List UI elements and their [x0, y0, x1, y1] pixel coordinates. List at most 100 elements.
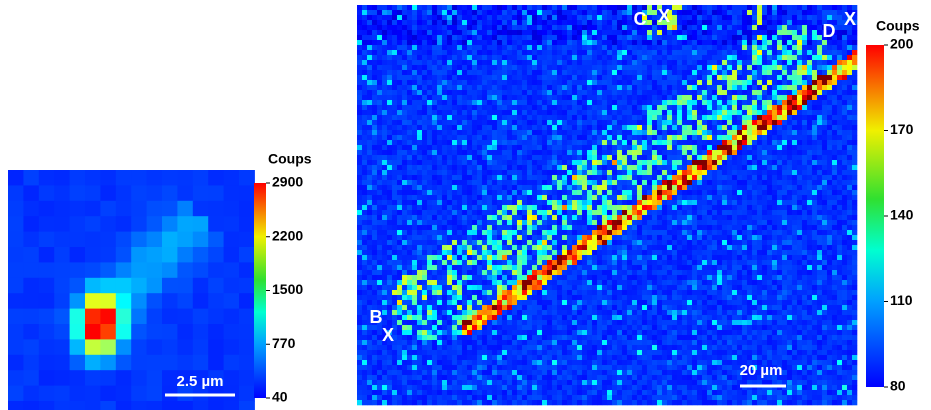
pixel [737, 105, 743, 111]
pixel [532, 40, 538, 46]
pixel [54, 277, 71, 294]
pixel [637, 160, 643, 166]
pixel [692, 145, 698, 151]
pixel [442, 230, 448, 236]
pixel [847, 175, 853, 181]
pixel [572, 175, 578, 181]
pixel [697, 200, 703, 206]
pixel [367, 35, 373, 41]
pixel [146, 324, 163, 340]
pixel [442, 120, 448, 126]
pixel [662, 100, 668, 106]
pixel [752, 225, 758, 231]
pixel [382, 45, 388, 51]
pixel [642, 15, 648, 21]
pixel [642, 100, 648, 106]
pixel [682, 115, 688, 121]
pixel [239, 370, 255, 387]
pixel [537, 30, 543, 36]
pixel [832, 75, 838, 81]
pixel [632, 45, 638, 51]
pixel [512, 75, 518, 81]
pixel [577, 45, 583, 51]
pixel [422, 30, 428, 36]
pixel [472, 105, 478, 111]
pixel [852, 110, 858, 116]
pixel [397, 205, 403, 211]
pixel [842, 55, 848, 61]
pixel [382, 110, 388, 116]
pixel [737, 85, 743, 91]
pixel [452, 55, 458, 61]
pixel [462, 50, 468, 56]
pixel [432, 170, 438, 176]
pixel [552, 125, 558, 131]
pixel [817, 235, 823, 241]
pixel [517, 100, 523, 106]
pixel [582, 170, 588, 176]
pixel [357, 55, 363, 61]
pixel [532, 205, 538, 211]
pixel [782, 135, 788, 141]
pixel [467, 25, 473, 31]
pixel [847, 100, 853, 106]
pixel [512, 30, 518, 36]
pixel [412, 5, 418, 11]
pixel [767, 225, 773, 231]
pixel [482, 105, 488, 111]
pixel [672, 170, 678, 176]
pixel [632, 195, 638, 201]
pixel [612, 50, 618, 56]
pixel [392, 225, 398, 231]
pixel [737, 50, 743, 56]
pixel [637, 60, 643, 66]
pixel [777, 85, 783, 91]
pixel [742, 110, 748, 116]
pixel [682, 125, 688, 131]
pixel [582, 5, 588, 11]
pixel [777, 95, 783, 101]
pixel [772, 75, 778, 81]
pixel [612, 120, 618, 126]
pixel [512, 80, 518, 86]
pixel [462, 165, 468, 171]
pixel [622, 185, 628, 191]
pixel [427, 225, 433, 231]
pixel [587, 130, 593, 136]
pixel [762, 130, 768, 136]
heatmap-right [357, 5, 858, 406]
pixel [647, 195, 653, 201]
pixel [732, 65, 738, 71]
pixel [712, 5, 718, 11]
pixel [807, 155, 813, 161]
pixel [757, 75, 763, 81]
pixel [777, 165, 783, 171]
pixel [557, 35, 563, 41]
pixel [377, 120, 383, 126]
pixel [492, 90, 498, 96]
pixel [827, 190, 833, 196]
pixel [208, 185, 225, 202]
pixel [812, 70, 818, 76]
pixel [677, 30, 683, 36]
pixel [357, 230, 363, 236]
pixel [467, 135, 473, 141]
pixel [672, 20, 678, 26]
pixel [85, 293, 101, 310]
pixel [637, 100, 643, 106]
pixel [852, 15, 858, 21]
pixel [742, 75, 748, 81]
pixel [687, 225, 693, 231]
pixel [532, 160, 538, 166]
pixel [702, 140, 708, 146]
pixel [542, 235, 548, 241]
pixel [507, 175, 513, 181]
pixel [8, 293, 24, 310]
pixel [852, 55, 858, 61]
pixel [792, 200, 798, 206]
pixel [662, 200, 668, 206]
pixel [482, 80, 488, 86]
pixel [657, 135, 663, 141]
pixel [572, 40, 578, 46]
pixel [552, 215, 558, 221]
